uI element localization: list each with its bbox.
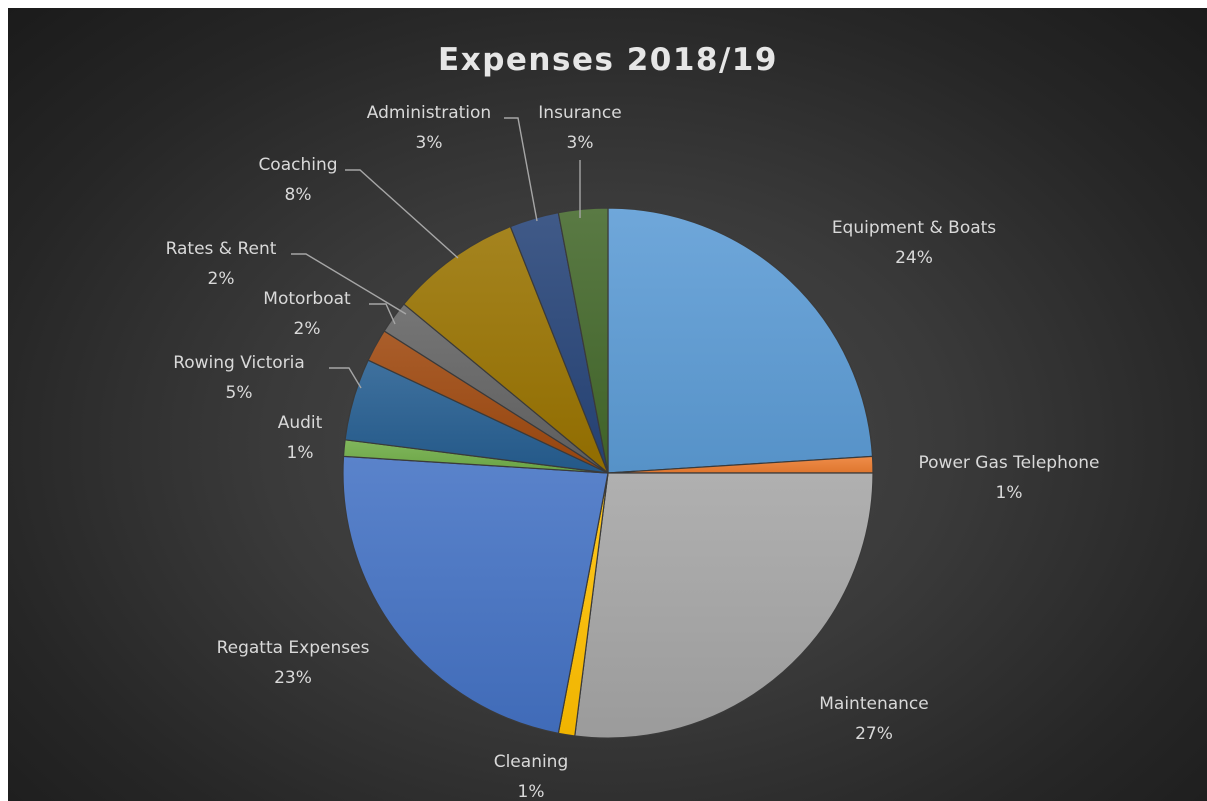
chart-title: Expenses 2018/19 [438, 42, 778, 78]
slices-layer [342, 207, 874, 739]
chart-area: Expenses 2018/19 Equipment & Boats 24% Pow… [8, 8, 1207, 801]
leader-line-rates-and-rent [291, 253, 407, 315]
data-label-audit: Audit 1% [278, 413, 323, 463]
leader-lines [291, 117, 581, 389]
data-label-cleaning: Cleaning 1% [494, 752, 569, 801]
data-labels: Equipment & Boats 24% Power Gas Telephone 1… [166, 103, 1100, 801]
data-label-maintenance: Maintenance 27% [819, 694, 928, 744]
data-label-regatta-expenses: Regatta Expenses 23% [217, 638, 370, 688]
data-label-equipment-and-boats: Equipment & Boats 24% [832, 218, 996, 268]
pie-slice-coaching [402, 225, 609, 474]
leader-line-coaching [345, 169, 459, 259]
data-label-motorboat: Motorboat 2% [263, 289, 351, 339]
pie-slice-maintenance [574, 472, 874, 739]
data-label-power-gas-telephone: Power Gas Telephone 1% [919, 453, 1100, 503]
pie-slice-insurance [557, 207, 609, 474]
data-label-insurance: Insurance 3% [538, 103, 621, 153]
leader-line-motorboat [369, 303, 396, 325]
data-label-coaching: Coaching 8% [258, 155, 337, 205]
data-label-rowing-victoria: Rowing Victoria 5% [173, 353, 305, 403]
data-label-administration: Administration 3% [367, 103, 491, 153]
pie-chart: Expenses 2018/19 Equipment & Boats 24% Pow… [166, 42, 1100, 801]
leader-line-administration [504, 117, 538, 222]
pie-slice-equipment-and-boats [607, 207, 874, 474]
data-label-rates-and-rent: Rates & Rent 2% [166, 239, 277, 289]
pie-slice-regatta-expenses [342, 455, 609, 735]
leader-line-rowing-victoria [329, 367, 362, 389]
